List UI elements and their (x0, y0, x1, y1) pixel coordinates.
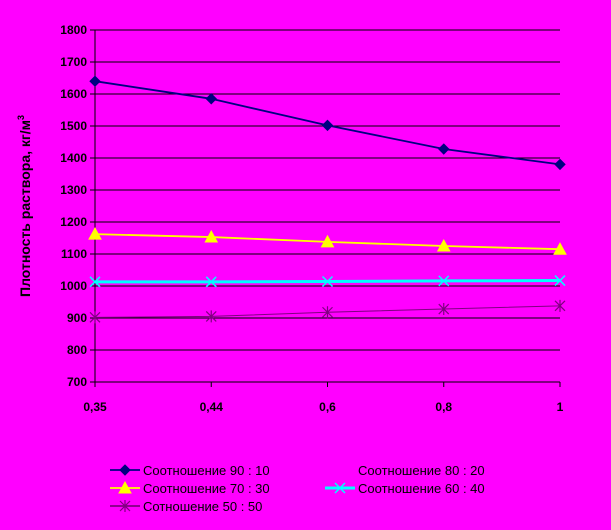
y-tick-label: 1500 (60, 119, 87, 133)
legend-marker (119, 464, 131, 476)
y-tick-label: 700 (67, 375, 87, 389)
data-point (322, 306, 333, 319)
y-tick-label: 1100 (61, 247, 87, 261)
y-tick-label: 900 (67, 311, 87, 325)
legend-marker (119, 500, 131, 512)
y-tick-label: 1600 (60, 87, 87, 101)
legend-item: Соотношение 80 : 20 (325, 463, 485, 478)
data-point (88, 227, 102, 240)
data-point (553, 242, 567, 255)
data-point (436, 238, 451, 252)
data-point (205, 93, 217, 105)
legend-item: Соотношение 60 : 40 (325, 481, 485, 496)
y-axis-label-text: Плотность раствора, кг/м (17, 120, 33, 297)
legend-label: Соотношение 60 : 40 (358, 481, 485, 496)
x-tick-label: 0,8 (435, 400, 452, 414)
legend-marker (335, 465, 345, 475)
x-tick-label: 0,6 (319, 400, 336, 414)
legend-label: Соотношение 70 : 30 (143, 481, 270, 496)
series-layer (88, 75, 567, 324)
legend-item: Соотношение 90 : 10 (110, 463, 270, 478)
y-tick-label: 800 (67, 343, 87, 357)
y-axis-label-superscript: 3 (16, 115, 26, 120)
x-tick-label: 1 (557, 400, 564, 414)
y-tick-label: 1400 (60, 151, 87, 165)
y-tick-label: 1200 (60, 215, 87, 229)
data-point (205, 276, 217, 288)
y-tick-label: 1300 (60, 183, 87, 197)
x-tick-label: 0,35 (83, 400, 107, 414)
legend-label: Сотношение 50 : 50 (143, 499, 262, 514)
data-point (89, 311, 101, 324)
data-point (89, 276, 101, 288)
series (89, 75, 566, 171)
y-tick-label: 1800 (60, 23, 87, 37)
legend-item: Сотношение 50 : 50 (110, 499, 262, 514)
data-point (321, 119, 334, 132)
y-axis-label: Плотность раствора, кг/м3 (16, 115, 33, 297)
data-point (321, 275, 334, 288)
data-point (554, 275, 566, 287)
legend-marker (118, 480, 132, 494)
y-tick-label: 1000 (60, 279, 87, 293)
data-point (554, 158, 566, 171)
legend-label: Соотношение 80 : 20 (358, 463, 485, 478)
series (88, 227, 567, 255)
data-point (438, 275, 450, 287)
data-point (320, 234, 335, 248)
data-point (438, 303, 450, 316)
legend-item: Соотношение 70 : 30 (110, 480, 270, 496)
data-point (205, 310, 217, 323)
data-point (89, 75, 101, 87)
x-tick-label: 0,44 (200, 400, 224, 414)
series (89, 299, 566, 324)
series (89, 275, 566, 288)
data-point (204, 229, 219, 243)
grid (95, 29, 560, 383)
data-point (438, 143, 450, 155)
data-point (554, 299, 566, 312)
axes: 700 800 900 1000 1100 1200 1300 1400 1500 1600 170… (60, 23, 563, 414)
legend-marker (334, 482, 346, 494)
y-tick-label: 1700 (60, 55, 87, 69)
legend: Соотношение 90 : 10 Соотношение 80 : 20 Со… (110, 463, 485, 514)
legend-label: Соотношение 90 : 10 (143, 463, 270, 478)
